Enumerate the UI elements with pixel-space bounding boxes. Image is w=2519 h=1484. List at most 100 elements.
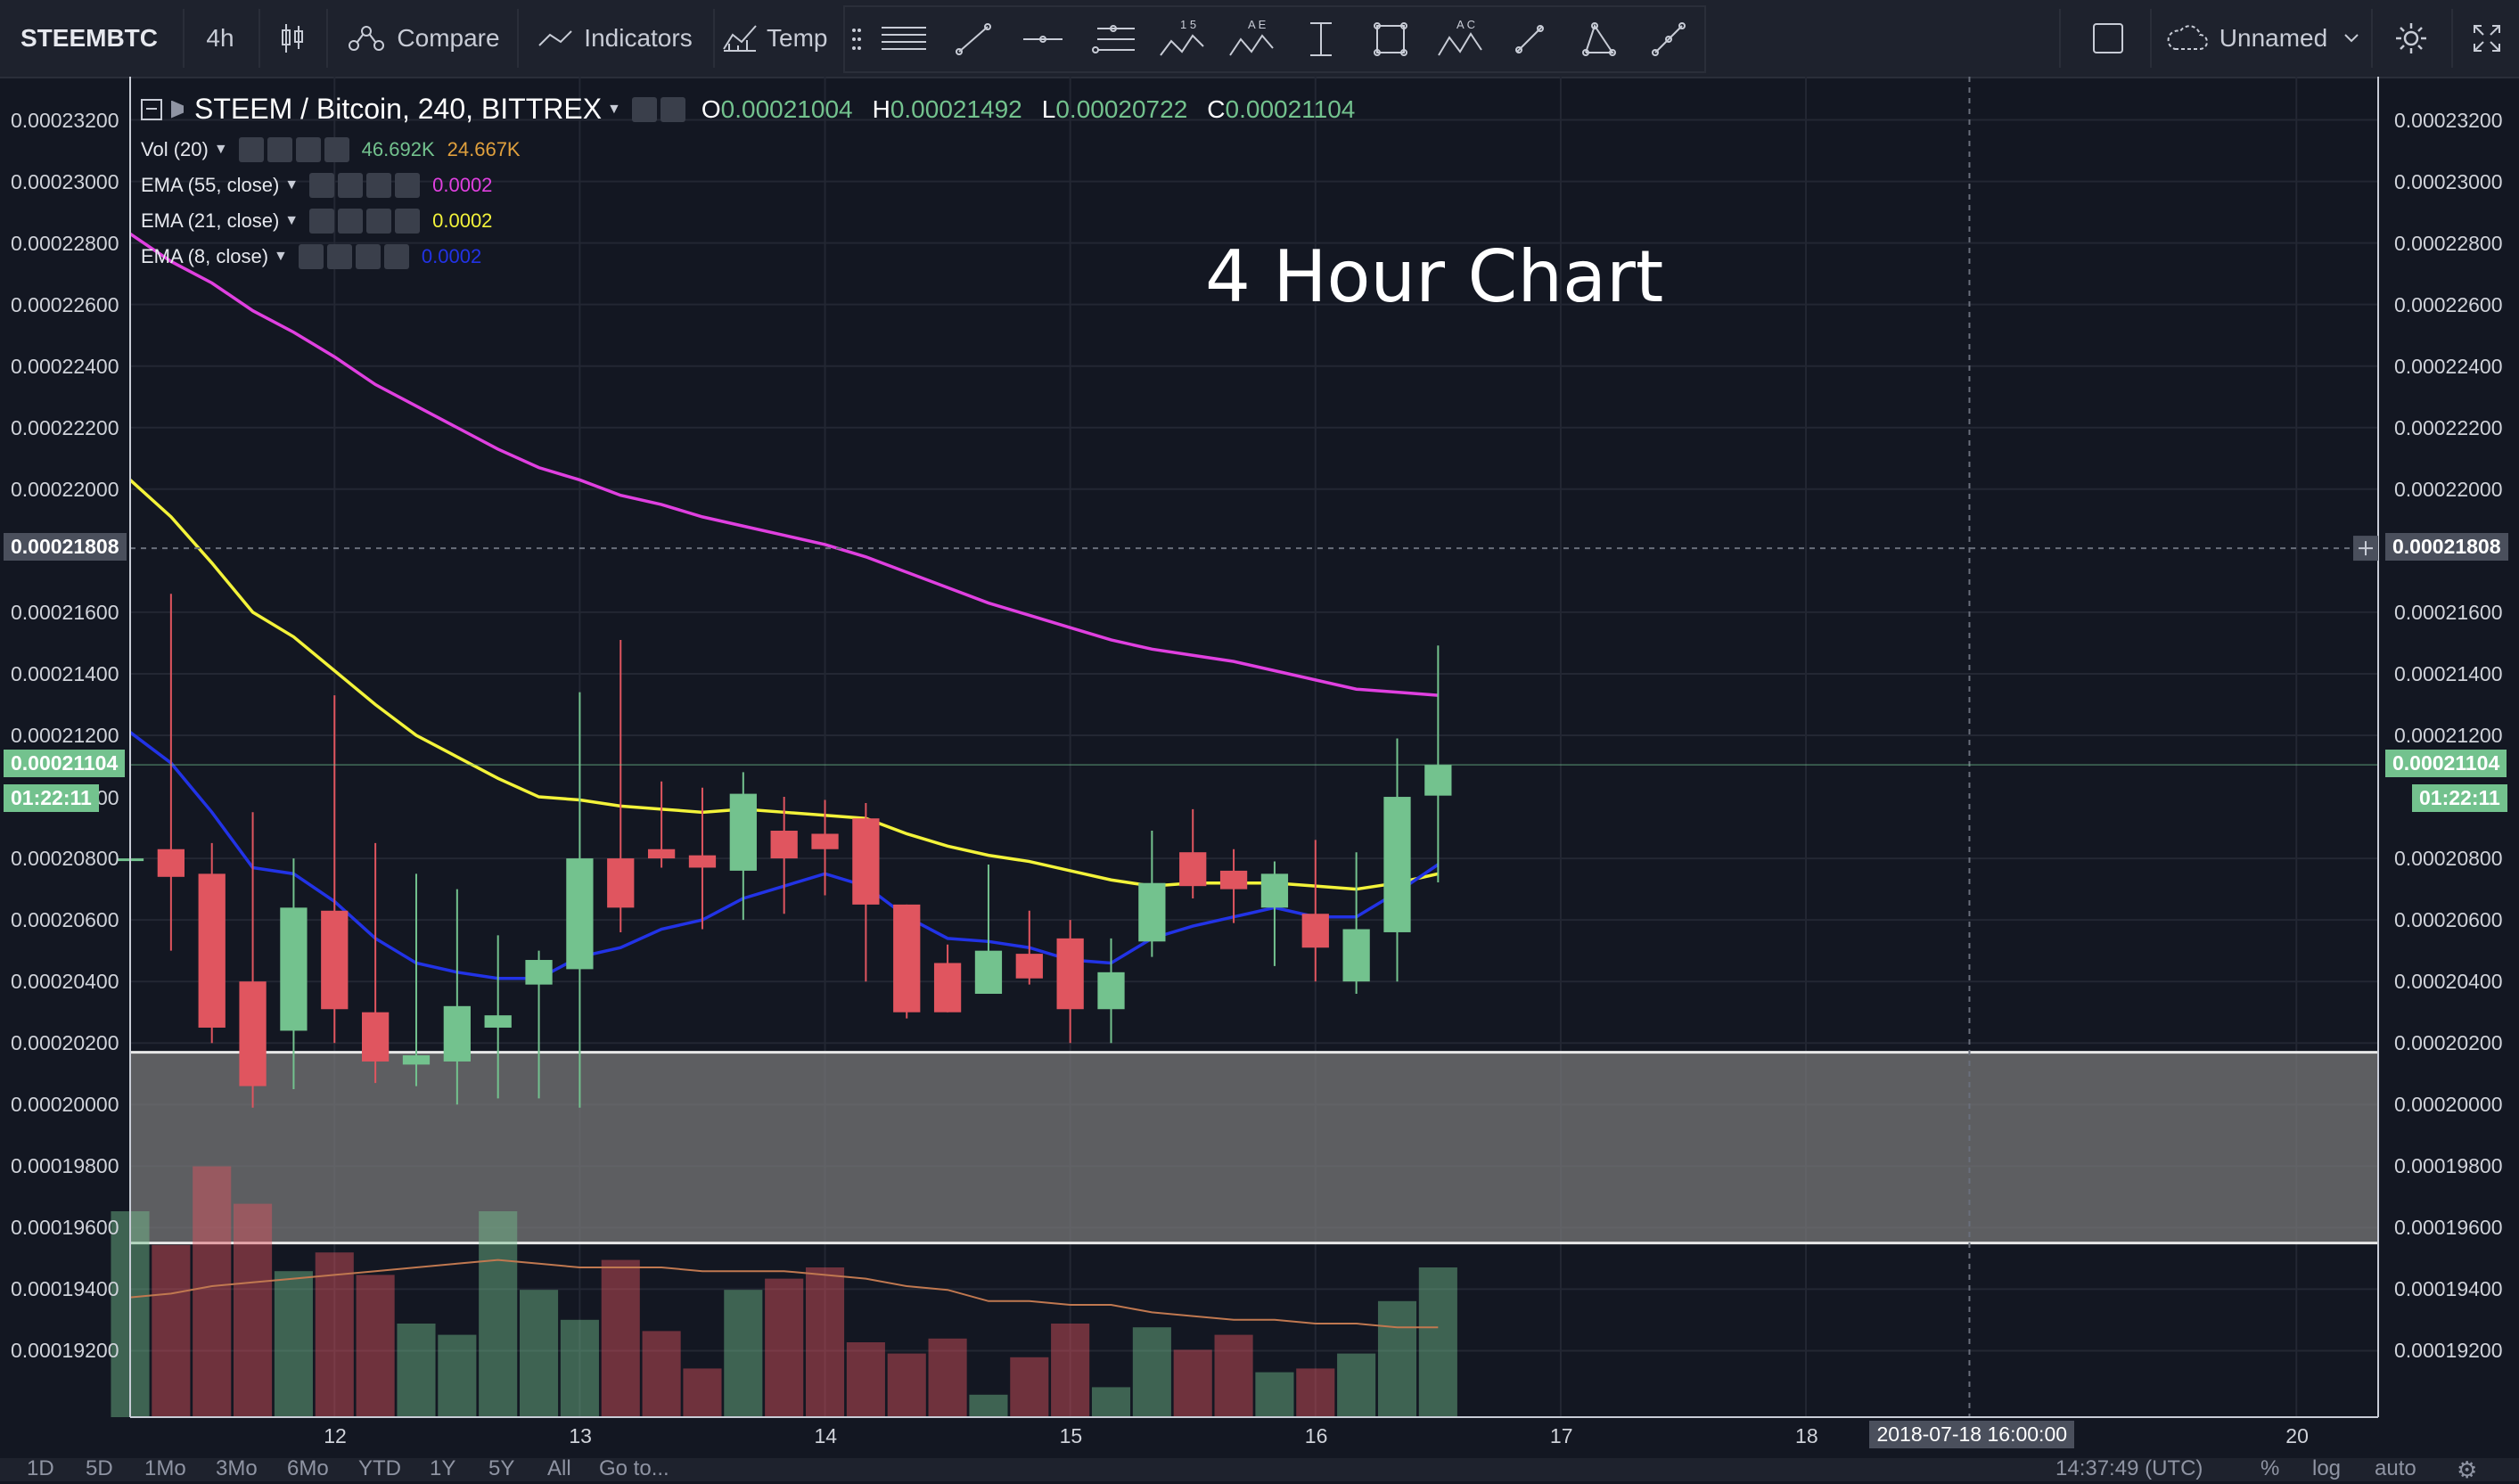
interval-selector[interactable]: 4h [189,0,251,77]
volume-bar [1337,1353,1376,1417]
high-value: 0.00021492 [890,94,1022,123]
bottom-toolbar: 1D 5D 1Mo 3Mo 6Mo YTD 1Y 5Y All Go to... 14:37:4… [0,1456,2519,1483]
chevron-down-icon[interactable]: ▼ [607,101,621,117]
crosshair-price-chip: 0.00021808 [4,533,127,562]
candle-body [974,950,1003,994]
volume-bar [397,1324,436,1417]
eye-icon[interactable] [238,137,264,162]
fullscreen-icon [2093,23,2123,53]
maximize-button[interactable] [2456,0,2518,77]
fib-pattern-tool[interactable]: 1 5 [1148,7,1216,71]
main-series-legend[interactable]: STEEM / Bitcoin, 240, BITTREX ▼ O 0.0002… [141,93,1355,126]
close-icon[interactable] [324,137,349,162]
settings-icon[interactable] [326,244,352,269]
ema55-legend[interactable]: EMA (55, close) ▼ 0.0002 [141,173,492,198]
time-tick-label: 16 [1304,1424,1328,1447]
volume-bar [1255,1372,1294,1417]
xabcd-pattern-icon: A C [1438,18,1482,56]
range-button-ytd[interactable]: YTD [358,1456,401,1480]
close-icon[interactable] [395,173,421,198]
candle-body [525,960,553,985]
fullscreen-button[interactable] [2072,0,2144,77]
gear-icon[interactable]: ⚙ [2457,1456,2478,1483]
measure-tool[interactable] [1635,7,1703,71]
fib-retracement-tool[interactable] [1079,7,1146,71]
chevron-down-icon[interactable]: ▼ [213,142,228,157]
indicators-button[interactable]: Indicators [526,0,704,77]
layout-selector[interactable]: Unnamed [2157,0,2367,77]
log-toggle[interactable]: log [2312,1456,2342,1480]
range-button-5y[interactable]: 5Y [488,1456,515,1480]
settings-icon[interactable] [338,209,364,234]
ema8-value: 0.0002 [421,245,482,267]
ema8-name: EMA (8, close) [141,245,269,267]
brush-tool[interactable] [1496,7,1563,71]
time-tick-label: 13 [569,1424,592,1447]
percent-toggle[interactable]: % [2261,1456,2280,1480]
gear-icon [2396,23,2426,53]
volume-bar [152,1244,191,1417]
abcd-pattern-tool[interactable]: A E [1218,7,1285,71]
eye-icon[interactable] [631,96,657,122]
indicators-icon [538,30,573,46]
range-button-3mo[interactable]: 3Mo [216,1456,258,1480]
candle-body [1138,882,1166,942]
top-toolbar: STEEMBTC 4h Compare Indicators Temp [0,0,2519,78]
clock-label: 14:37:49 (UTC) [2055,1456,2203,1480]
templates-button[interactable]: Temp [722,0,847,77]
settings-icon[interactable] [338,173,364,198]
collapse-icon[interactable] [141,98,162,120]
candle-body [1301,914,1329,948]
ema21-legend[interactable]: EMA (21, close) ▼ 0.0002 [141,209,492,234]
close-icon[interactable] [395,209,421,234]
triangle-tool[interactable] [1565,7,1633,71]
eye-icon[interactable] [298,244,324,269]
settings-icon[interactable] [660,96,685,122]
volume-legend[interactable]: Vol (20) ▼ 46.692K 24.667K [141,137,521,162]
range-button-1y[interactable]: 1Y [430,1456,456,1480]
chart-style-button[interactable] [266,0,319,77]
eye-icon[interactable] [309,209,335,234]
plus-icon[interactable] [366,209,392,234]
goto-button[interactable]: Go to... [599,1456,669,1480]
plus-icon[interactable] [295,137,321,162]
auto-toggle[interactable]: auto [2375,1456,2416,1480]
volume-ma-line [129,1259,1439,1329]
trend-line-tool[interactable] [939,7,1007,71]
horizontal-ray-tool[interactable] [1009,7,1077,71]
chart-annotation[interactable]: 4 Hour Chart [1205,235,1664,318]
chevron-down-icon[interactable]: ▼ [284,213,299,228]
range-button-5d[interactable]: 5D [86,1456,113,1480]
price-tick-label: 0.00022200 [11,415,119,439]
range-button-6mo[interactable]: 6Mo [287,1456,329,1480]
last-price-chip: 0.00021104 [2385,750,2507,778]
rectangle-tool[interactable] [1357,7,1424,71]
symbol-selector[interactable]: STEEMBTC [0,0,178,77]
range-button-all[interactable]: All [547,1456,571,1480]
drag-handle-icon[interactable] [845,7,868,71]
plus-icon[interactable] [355,244,381,269]
plus-icon[interactable] [366,173,392,198]
price-tick-label: 0.00022000 [11,477,119,501]
horizontal-lines-tool[interactable] [870,7,938,71]
chevron-down-icon[interactable]: ▼ [274,249,288,264]
eye-icon[interactable] [309,173,335,198]
compare-button[interactable]: Compare [334,0,513,77]
vertical-line-tool[interactable] [1287,7,1355,71]
xabcd-pattern-tool[interactable]: A C [1426,7,1494,71]
ema8-legend[interactable]: EMA (8, close) ▼ 0.0002 [141,244,481,269]
range-button-1d[interactable]: 1D [27,1456,54,1480]
volume-bar [1051,1324,1090,1417]
volume-bar [1010,1357,1049,1417]
price-tick-label: 0.00023000 [2394,169,2503,193]
range-button-1mo[interactable]: 1Mo [144,1456,186,1480]
chevron-down-icon[interactable]: ▼ [284,177,299,193]
settings-button[interactable] [2375,0,2447,77]
volume-bars [111,1166,1457,1417]
candle-body [893,904,921,1013]
settings-icon[interactable] [267,137,292,162]
close-icon[interactable] [383,244,409,269]
price-tick-label: 0.00022800 [2394,231,2503,255]
candle-body [1097,972,1125,1010]
